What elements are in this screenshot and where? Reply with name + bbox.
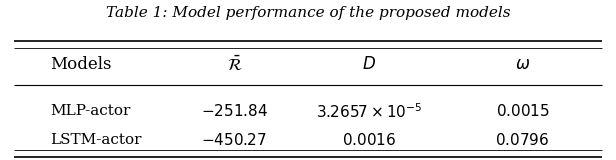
Text: Table 1: Model performance of the proposed models: Table 1: Model performance of the propos…	[106, 6, 510, 20]
Text: $0.0796$: $0.0796$	[495, 132, 550, 148]
Text: $-251.84$: $-251.84$	[201, 104, 268, 120]
Text: LSTM-actor: LSTM-actor	[51, 133, 142, 147]
Text: $0.0016$: $0.0016$	[342, 132, 397, 148]
Text: $\bar{\mathcal{R}}$: $\bar{\mathcal{R}}$	[227, 55, 242, 74]
Text: MLP-actor: MLP-actor	[51, 104, 131, 118]
Text: $\omega$: $\omega$	[515, 56, 530, 73]
Text: $0.0015$: $0.0015$	[496, 104, 549, 120]
Text: $D$: $D$	[362, 56, 376, 73]
Text: Models: Models	[51, 56, 112, 73]
Text: $-450.27$: $-450.27$	[201, 132, 267, 148]
Text: $3.2657 \times 10^{-5}$: $3.2657 \times 10^{-5}$	[316, 102, 423, 121]
